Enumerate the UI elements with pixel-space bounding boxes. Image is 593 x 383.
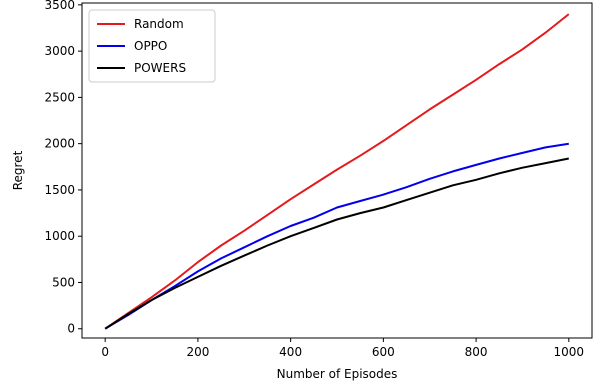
legend-label: OPPO <box>134 39 167 53</box>
y-tick-label: 1500 <box>44 183 75 197</box>
series-line-powers <box>104 157 569 330</box>
x-tick-label: 1000 <box>554 345 585 359</box>
y-tick-label: 1000 <box>44 229 75 243</box>
y-tick-label: 3500 <box>44 0 75 12</box>
series-line-random <box>104 13 570 330</box>
x-tick-label: 600 <box>372 345 395 359</box>
y-axis-label: Regret <box>11 150 25 190</box>
x-tick-label: 200 <box>186 345 209 359</box>
series-layer <box>104 13 570 330</box>
plot-area <box>81 2 593 339</box>
y-tick-label: 3000 <box>44 44 75 58</box>
legend-box <box>88 9 216 83</box>
y-axis: 0 500 1000 1500 2000 2500 3000 3500 <box>44 0 82 336</box>
x-axis: 0 200 400 600 800 1000 <box>101 338 584 359</box>
y-tick-label: 500 <box>52 275 75 289</box>
legend: Random OPPO POWERS <box>88 9 216 83</box>
x-axis-label: Number of Episodes <box>277 367 398 381</box>
y-tick-label: 2000 <box>44 137 75 151</box>
y-tick-label: 2500 <box>44 90 75 104</box>
x-tick-label: 400 <box>279 345 302 359</box>
x-tick-label: 800 <box>465 345 488 359</box>
x-tick-label: 0 <box>101 345 109 359</box>
legend-label: POWERS <box>134 61 186 75</box>
series-line-oppo <box>104 142 569 330</box>
legend-label: Random <box>134 17 184 31</box>
y-tick-label: 0 <box>67 322 75 336</box>
